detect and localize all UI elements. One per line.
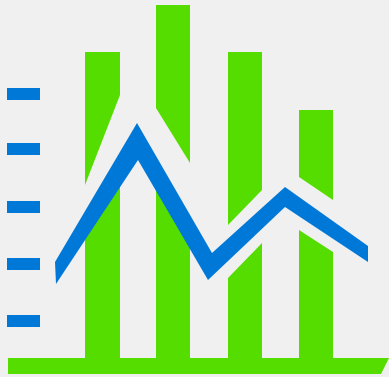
bar	[228, 243, 262, 358]
bar	[299, 110, 333, 200]
trend-line	[55, 123, 368, 284]
axis-tick-mark	[7, 315, 40, 327]
bar	[85, 52, 120, 185]
bar	[156, 5, 190, 163]
axis-ticks	[7, 88, 40, 327]
bar	[228, 52, 262, 225]
axis-tick-mark	[7, 143, 40, 155]
bar	[299, 230, 333, 358]
axis-tick-mark	[7, 201, 40, 213]
axis-tick-mark	[7, 88, 40, 100]
bar	[85, 185, 120, 358]
baseline-bar	[8, 358, 389, 374]
axis-tick-mark	[7, 258, 40, 270]
